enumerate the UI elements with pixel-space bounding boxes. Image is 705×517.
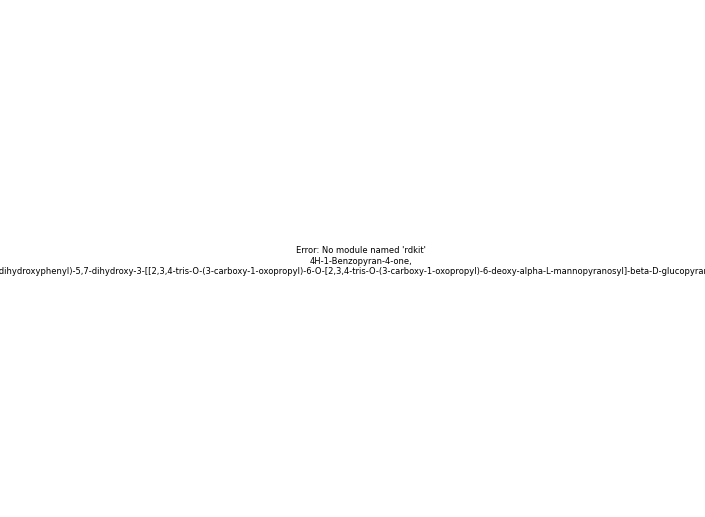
Text: Error: No module named 'rdkit'
4H-1-Benzopyran-4-one, 2-(3,4-dihydroxyphenyl)-5,: Error: No module named 'rdkit' 4H-1-Benz… xyxy=(0,246,705,276)
